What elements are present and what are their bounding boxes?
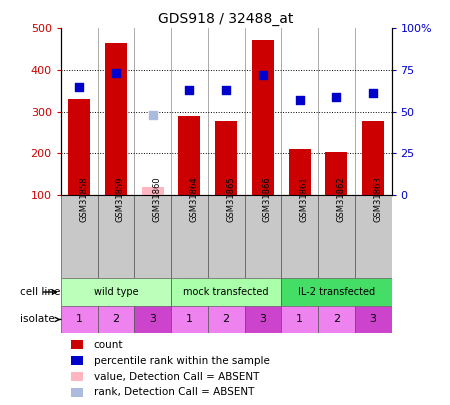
Bar: [105, 43, 127, 195]
Bar: [72, 356, 83, 365]
Text: 2: 2: [223, 314, 230, 324]
Bar: [61, 195, 98, 278]
Text: GSM31866: GSM31866: [263, 176, 272, 222]
Point: [369, 90, 377, 96]
Bar: [134, 195, 171, 278]
Text: GSM31864: GSM31864: [189, 176, 198, 222]
Bar: [208, 306, 244, 333]
Bar: [171, 306, 208, 333]
Text: cell line: cell line: [20, 287, 61, 297]
Bar: [288, 149, 310, 195]
Point: [112, 70, 120, 77]
Text: 1: 1: [76, 314, 83, 324]
Text: 3: 3: [259, 314, 266, 324]
Bar: [142, 187, 164, 195]
Point: [296, 97, 303, 103]
Text: isolate: isolate: [20, 314, 61, 324]
Text: 1: 1: [296, 314, 303, 324]
Point: [149, 112, 156, 118]
Text: 2: 2: [112, 314, 119, 324]
Bar: [244, 195, 281, 278]
Point: [259, 72, 266, 78]
Bar: [244, 306, 281, 333]
Bar: [134, 306, 171, 333]
Bar: [362, 121, 384, 195]
Text: GSM31858: GSM31858: [79, 176, 88, 222]
Bar: [281, 195, 318, 278]
Bar: [325, 153, 347, 195]
Text: mock transfected: mock transfected: [184, 287, 269, 297]
Bar: [355, 195, 392, 278]
Bar: [72, 372, 83, 381]
Point: [76, 83, 83, 90]
Bar: [72, 340, 83, 349]
Bar: [178, 116, 200, 195]
Bar: [318, 306, 355, 333]
Text: percentile rank within the sample: percentile rank within the sample: [94, 356, 270, 366]
Text: GSM31862: GSM31862: [337, 176, 346, 222]
Bar: [215, 121, 237, 195]
Bar: [98, 306, 134, 333]
Bar: [281, 278, 392, 306]
Bar: [61, 278, 171, 306]
Bar: [355, 306, 392, 333]
Text: GSM31863: GSM31863: [373, 176, 382, 222]
Bar: [171, 195, 208, 278]
Text: rank, Detection Call = ABSENT: rank, Detection Call = ABSENT: [94, 388, 254, 397]
Bar: [72, 388, 83, 397]
Bar: [61, 306, 98, 333]
Bar: [318, 195, 355, 278]
Point: [333, 94, 340, 100]
Text: count: count: [94, 340, 123, 350]
Text: 2: 2: [333, 314, 340, 324]
Bar: [98, 195, 134, 278]
Bar: [208, 195, 244, 278]
Bar: [252, 40, 274, 195]
Text: 3: 3: [149, 314, 156, 324]
Bar: [171, 278, 281, 306]
Title: GDS918 / 32488_at: GDS918 / 32488_at: [158, 12, 294, 26]
Text: 3: 3: [369, 314, 377, 324]
Bar: [68, 99, 90, 195]
Text: GSM31859: GSM31859: [116, 177, 125, 222]
Point: [186, 87, 193, 93]
Bar: [281, 306, 318, 333]
Text: value, Detection Call = ABSENT: value, Detection Call = ABSENT: [94, 371, 259, 382]
Text: IL-2 transfected: IL-2 transfected: [298, 287, 375, 297]
Text: GSM31861: GSM31861: [300, 176, 309, 222]
Text: 1: 1: [186, 314, 193, 324]
Text: GSM31865: GSM31865: [226, 176, 235, 222]
Text: GSM31860: GSM31860: [153, 176, 162, 222]
Text: wild type: wild type: [94, 287, 138, 297]
Point: [222, 87, 230, 93]
